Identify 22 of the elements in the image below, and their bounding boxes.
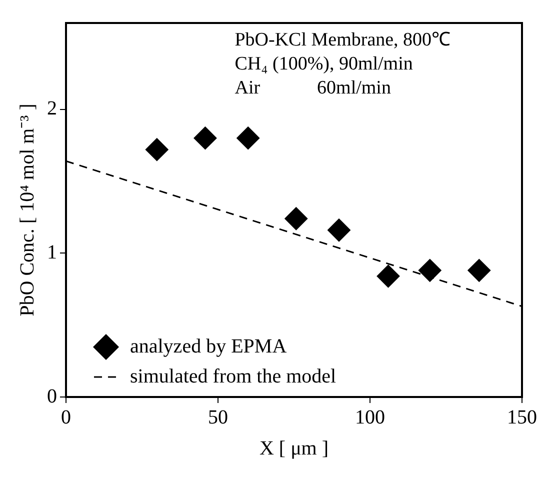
y-tick-label: 1 [47, 241, 57, 264]
x-axis-title: X [ μm ] [259, 437, 329, 460]
legend-label: simulated from the model [130, 365, 337, 388]
annotation: CH₄ (100%), 90ml/min [234, 53, 414, 74]
point [468, 258, 491, 282]
x-tick-label: 50 [208, 406, 228, 428]
y-tick-label: 0 [47, 385, 57, 408]
point [145, 138, 168, 162]
legend-label: analyzed by EPMA [130, 335, 288, 358]
y-tick-label: 2 [47, 98, 57, 120]
x-tick-label: 150 [507, 406, 537, 428]
point [327, 218, 350, 242]
point [376, 264, 400, 288]
point [418, 258, 442, 282]
annotation: Air 60ml/min [234, 77, 392, 98]
x-tick-label: 0 [61, 406, 71, 428]
point [194, 126, 217, 150]
x-tick-label: 100 [355, 406, 385, 428]
point [236, 126, 260, 150]
y-axis-title: PbO Conc. [ 10⁴ mol m⁻³ ] [16, 104, 38, 316]
annotation: PbO-KCl Membrane, 800℃ [234, 29, 451, 50]
point [284, 207, 308, 230]
